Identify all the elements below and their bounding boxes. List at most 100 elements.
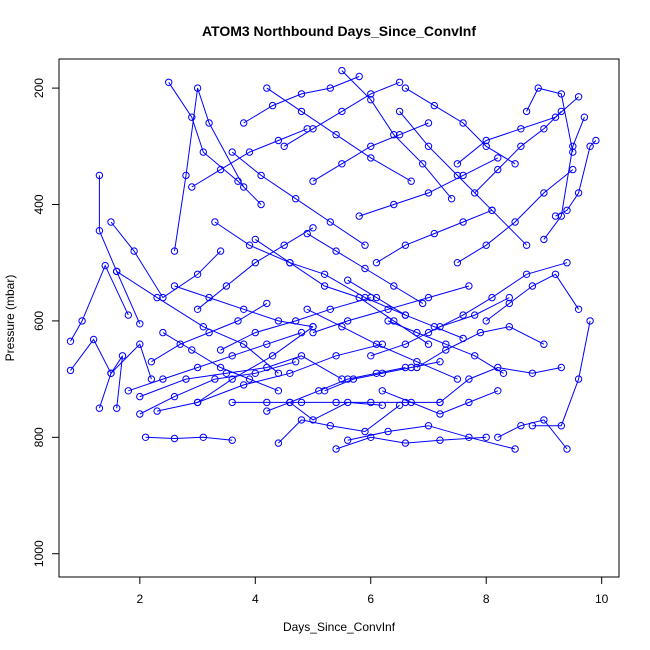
data-point [332, 445, 340, 453]
data-point [297, 328, 306, 337]
data-point [424, 340, 433, 348]
data-point [326, 422, 334, 430]
data-point [222, 282, 231, 290]
data-point [522, 270, 531, 278]
series-57 [344, 276, 467, 343]
data-point [165, 78, 173, 87]
data-point [136, 320, 144, 328]
x-axis-label: Days_Since_ConvInf [283, 620, 396, 634]
series-29 [303, 305, 462, 383]
series-line [376, 209, 493, 264]
data-point [574, 305, 583, 313]
data-point [505, 299, 513, 308]
data-point [574, 93, 583, 101]
series-48 [482, 270, 583, 325]
data-point [442, 346, 450, 354]
data-point [234, 317, 242, 325]
data-point [170, 282, 179, 290]
data-point [216, 346, 225, 354]
data-point [193, 84, 202, 92]
data-point [424, 119, 433, 127]
data-point [390, 282, 398, 290]
series-line [399, 111, 527, 246]
series-21 [522, 84, 577, 156]
series-8 [165, 78, 265, 209]
series-line [70, 338, 152, 380]
data-point [378, 387, 386, 395]
y-axis-label: Pressure (mbar) [3, 275, 17, 362]
data-point [401, 340, 410, 348]
data-point [592, 136, 600, 145]
data-point [430, 323, 438, 331]
y-tick-label: 200 [32, 78, 46, 98]
data-point [401, 439, 410, 447]
data-point [274, 439, 283, 447]
data-point [320, 387, 329, 395]
series-40 [147, 299, 271, 366]
data-point [361, 241, 369, 249]
data-point [494, 433, 502, 441]
series-22 [453, 93, 583, 168]
data-point [228, 375, 236, 383]
series-49 [309, 119, 433, 185]
series-24 [338, 66, 456, 203]
data-point [251, 235, 260, 244]
data-point [401, 241, 410, 249]
data-point [401, 363, 410, 372]
data-point [465, 375, 473, 383]
data-point [240, 119, 248, 127]
data-point [338, 323, 346, 331]
data-point [361, 264, 369, 273]
series-line [341, 70, 452, 200]
data-point [557, 422, 565, 430]
data-point [297, 416, 306, 424]
data-point [136, 340, 144, 348]
series-44 [320, 358, 444, 395]
data-point [344, 375, 352, 383]
data-point [436, 323, 444, 331]
data-point [274, 136, 283, 145]
data-point [453, 160, 462, 168]
data-point [401, 398, 410, 407]
data-point [401, 311, 410, 319]
data-point [390, 200, 398, 209]
series-line [387, 320, 504, 374]
data-point [482, 433, 490, 441]
data-point [471, 189, 479, 197]
data-point [557, 107, 565, 116]
data-point [459, 119, 467, 127]
data-point [245, 148, 254, 156]
data-point [66, 337, 75, 345]
data-point [488, 206, 496, 215]
data-point [205, 328, 213, 337]
data-point [430, 101, 438, 110]
series-26 [228, 148, 369, 249]
data-point [251, 328, 260, 337]
data-point [476, 328, 485, 337]
data-point [511, 445, 519, 453]
data-point [130, 247, 138, 255]
data-point [436, 410, 444, 418]
x-tick-label: 10 [595, 592, 609, 606]
series-56 [170, 282, 317, 331]
data-point [309, 224, 317, 232]
data-point [274, 387, 283, 395]
data-point [297, 352, 306, 360]
series-43 [216, 293, 375, 354]
data-point [182, 375, 190, 383]
series-line [266, 401, 383, 421]
data-point [199, 148, 208, 156]
data-point [407, 363, 415, 372]
data-point [528, 282, 537, 290]
data-point [211, 218, 219, 226]
series-6 [113, 267, 283, 377]
series-5 [107, 218, 225, 302]
series-37 [263, 84, 415, 185]
series-line [128, 332, 302, 392]
data-point [367, 352, 375, 360]
series-line [145, 436, 233, 441]
data-point [395, 78, 404, 87]
data-point [251, 259, 260, 267]
data-point [517, 422, 525, 430]
data-point [401, 84, 410, 92]
